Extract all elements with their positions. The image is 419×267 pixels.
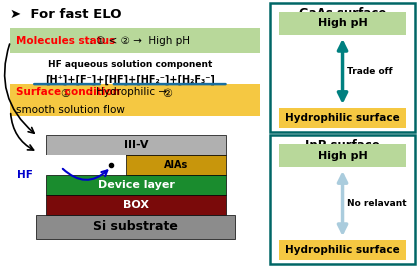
Text: InP surface: InP surface (305, 139, 380, 152)
Text: High pH: High pH (318, 18, 367, 28)
Text: No relavant: No relavant (347, 199, 406, 208)
Text: Hydrophilic surface: Hydrophilic surface (285, 113, 400, 123)
FancyBboxPatch shape (46, 155, 126, 175)
FancyBboxPatch shape (279, 144, 406, 167)
Text: BOX: BOX (123, 200, 149, 210)
Text: GaAs surface: GaAs surface (299, 7, 386, 20)
FancyBboxPatch shape (46, 175, 226, 195)
Text: smooth solution flow: smooth solution flow (16, 105, 124, 115)
FancyBboxPatch shape (46, 135, 226, 155)
FancyBboxPatch shape (279, 12, 406, 35)
FancyBboxPatch shape (270, 3, 415, 132)
FancyBboxPatch shape (10, 84, 260, 116)
Text: Trade off: Trade off (347, 67, 392, 76)
Text: Surface condition: Surface condition (16, 87, 119, 97)
FancyBboxPatch shape (10, 28, 260, 53)
FancyBboxPatch shape (279, 240, 406, 260)
FancyBboxPatch shape (46, 195, 226, 215)
FancyBboxPatch shape (126, 155, 226, 175)
Text: ➤  For fast ELO: ➤ For fast ELO (10, 8, 122, 21)
Text: High pH: High pH (318, 151, 367, 160)
Text: : ① < ② →  High pH: : ① < ② → High pH (86, 36, 190, 46)
Text: AlAs: AlAs (164, 160, 188, 170)
Text: : Hydrophilic →: : Hydrophilic → (86, 87, 167, 97)
FancyBboxPatch shape (270, 135, 415, 264)
FancyBboxPatch shape (279, 108, 406, 128)
Text: [H⁺]+[F⁻]+[HF]+[HF₂⁻]+[H₂F₃⁻]: [H⁺]+[F⁻]+[HF]+[HF₂⁻]+[H₂F₃⁻] (45, 75, 215, 85)
Text: ①: ① (60, 89, 70, 99)
Text: Si substrate: Si substrate (93, 221, 178, 233)
Text: Molecules status: Molecules status (16, 36, 115, 46)
Text: HF aqueous solution component: HF aqueous solution component (48, 60, 212, 69)
Text: Device layer: Device layer (98, 180, 175, 190)
Text: ②: ② (163, 89, 173, 99)
Text: HF: HF (17, 170, 33, 180)
FancyBboxPatch shape (36, 215, 235, 239)
Text: Hydrophilic surface: Hydrophilic surface (285, 245, 400, 255)
Text: III-V: III-V (124, 140, 148, 150)
